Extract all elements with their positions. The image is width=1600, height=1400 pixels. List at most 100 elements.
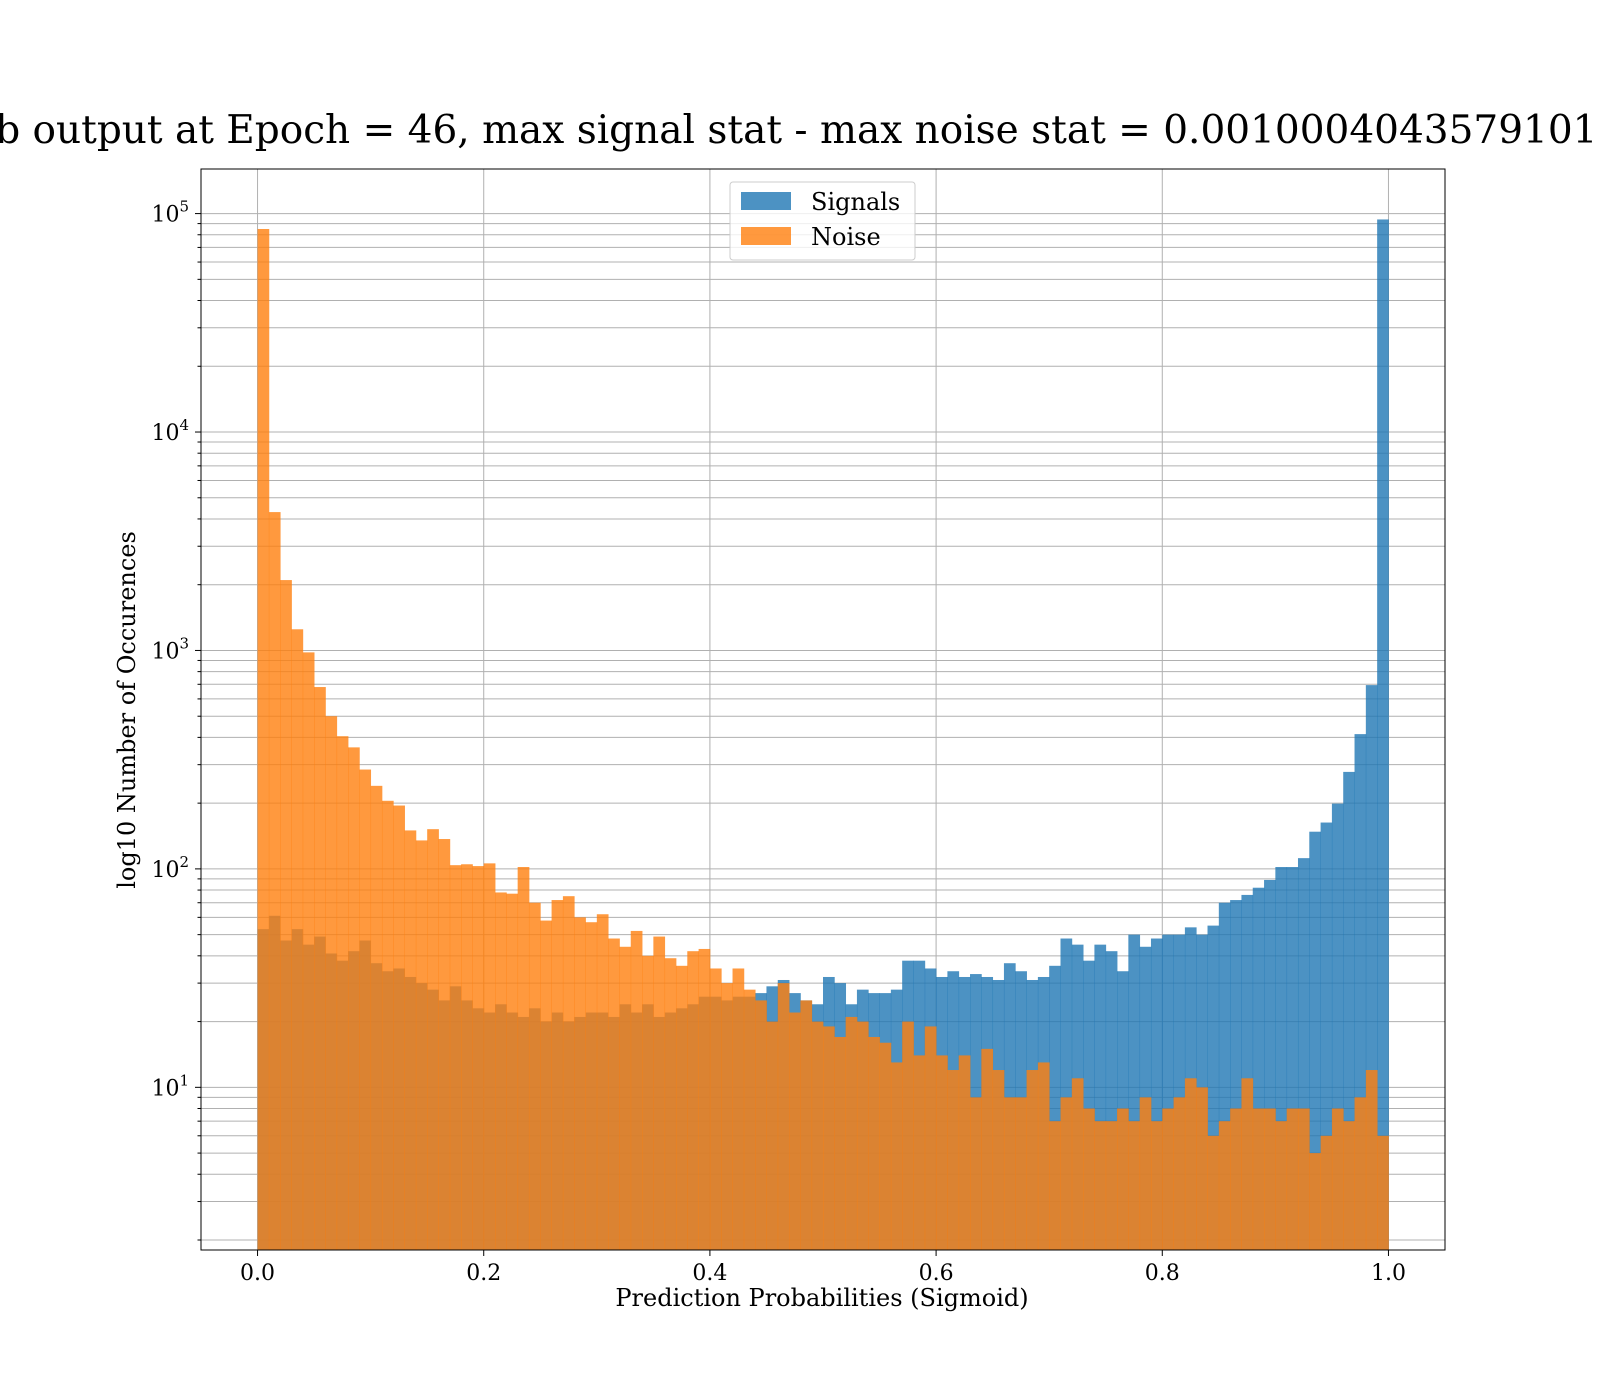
bar-noise bbox=[1320, 1135, 1333, 1250]
bar-noise bbox=[619, 946, 632, 1250]
bar-noise bbox=[675, 965, 688, 1250]
x-tick-label: 0.8 bbox=[1145, 1261, 1180, 1286]
bar-signals bbox=[1230, 900, 1242, 1250]
bar-signals bbox=[1275, 867, 1288, 1250]
y-tick-label: 102 bbox=[151, 853, 189, 883]
bar-noise bbox=[653, 936, 666, 1250]
bar-noise bbox=[438, 839, 451, 1250]
bar-noise bbox=[393, 805, 405, 1250]
legend-label-noise: Noise bbox=[811, 223, 881, 251]
bar-noise bbox=[1060, 1097, 1073, 1250]
bar-noise bbox=[924, 1026, 937, 1250]
bar-noise bbox=[596, 914, 609, 1250]
bar-signals bbox=[1173, 934, 1186, 1250]
bar-noise bbox=[291, 629, 304, 1250]
bar-noise bbox=[743, 989, 756, 1250]
bar-noise bbox=[1196, 1087, 1208, 1250]
bar-noise bbox=[528, 902, 541, 1250]
bar-noise bbox=[642, 955, 654, 1250]
bar-noise bbox=[302, 652, 315, 1250]
bar-noise bbox=[913, 1055, 926, 1250]
bar-noise bbox=[721, 983, 733, 1250]
bar-noise bbox=[551, 900, 564, 1250]
bar-noise bbox=[1139, 1097, 1152, 1250]
y-tick-label: 105 bbox=[151, 198, 189, 228]
x-tick-label: 0.0 bbox=[240, 1261, 275, 1286]
x-axis-label: Prediction Probabilities (Sigmoid) bbox=[615, 1284, 1028, 1312]
bar-noise bbox=[348, 747, 360, 1250]
bar-noise bbox=[461, 864, 473, 1250]
bar-noise bbox=[800, 1000, 813, 1250]
bar-noise bbox=[268, 512, 281, 1250]
bar-noise bbox=[1218, 1121, 1231, 1250]
bar-noise bbox=[834, 1036, 847, 1250]
x-tick-label: 0.4 bbox=[692, 1261, 727, 1286]
bar-noise bbox=[1015, 1097, 1027, 1250]
y-tick-label: 101 bbox=[151, 1071, 189, 1101]
bar-signals bbox=[1162, 934, 1174, 1250]
y-tick-label: 103 bbox=[151, 634, 189, 664]
bar-noise bbox=[992, 1070, 1005, 1250]
bar-noise bbox=[359, 769, 372, 1250]
bar-noise bbox=[1264, 1108, 1276, 1250]
bar-noise bbox=[1003, 1097, 1016, 1250]
bar-signals bbox=[1354, 734, 1367, 1250]
bar-noise bbox=[981, 1048, 994, 1250]
plot-frame bbox=[200, 168, 1446, 1251]
bar-noise bbox=[404, 830, 417, 1250]
bar-noise bbox=[1252, 1108, 1265, 1250]
bar-noise bbox=[1309, 1153, 1321, 1250]
bar-noise bbox=[608, 938, 620, 1250]
bar-signals bbox=[1094, 944, 1107, 1250]
bar-signals bbox=[1264, 879, 1276, 1250]
bar-noise bbox=[1094, 1121, 1107, 1250]
bar-noise bbox=[415, 840, 428, 1250]
bar-noise bbox=[1365, 1070, 1378, 1250]
bar-signals bbox=[1331, 803, 1344, 1250]
bar-noise bbox=[879, 1042, 892, 1250]
y-axis-label: log10 Number of Occurences bbox=[113, 531, 141, 889]
bar-noise bbox=[890, 1062, 903, 1250]
bar-noise bbox=[1286, 1108, 1299, 1250]
bar-noise bbox=[1071, 1078, 1084, 1250]
bar-signals bbox=[1320, 822, 1333, 1250]
bar-signals bbox=[1049, 965, 1061, 1250]
bar-noise bbox=[370, 785, 383, 1250]
bar-noise bbox=[517, 867, 530, 1250]
bar-signals bbox=[1377, 219, 1389, 1251]
bar-signals bbox=[1060, 938, 1073, 1250]
legend-label-signals: Signals bbox=[811, 188, 900, 216]
bar-noise bbox=[336, 736, 349, 1250]
bar-noise bbox=[902, 1021, 914, 1250]
bar-noise bbox=[1230, 1108, 1242, 1250]
bar-noise bbox=[1026, 1070, 1039, 1250]
bar-noise bbox=[1377, 1135, 1389, 1250]
bar-noise bbox=[1297, 1108, 1310, 1250]
bar-noise bbox=[947, 1070, 960, 1250]
bar-noise bbox=[687, 951, 699, 1250]
bar-noise bbox=[449, 865, 462, 1250]
bar-signals bbox=[1105, 951, 1118, 1250]
bar-noise bbox=[314, 687, 326, 1250]
bar-signals bbox=[1365, 685, 1378, 1250]
bar-noise bbox=[664, 958, 677, 1250]
bar-noise bbox=[574, 917, 586, 1250]
bar-noise bbox=[1241, 1078, 1254, 1250]
y-tick-label: 104 bbox=[151, 416, 189, 446]
bar-noise bbox=[325, 716, 338, 1250]
bar-noise bbox=[868, 1036, 880, 1250]
bar-noise bbox=[257, 229, 270, 1250]
bar-noise bbox=[1150, 1121, 1163, 1250]
bar-noise bbox=[970, 1097, 982, 1250]
bar-noise bbox=[1049, 1121, 1061, 1250]
bar-noise bbox=[709, 968, 722, 1250]
bar-noise bbox=[427, 829, 439, 1250]
bar-signals bbox=[1150, 938, 1163, 1250]
bar-noise bbox=[1117, 1108, 1129, 1250]
bar-signals bbox=[1297, 858, 1310, 1250]
bar-noise bbox=[732, 968, 745, 1250]
x-axis-ticks: 0.0 0.2 0.4 0.6 0.8 1.0 bbox=[240, 1250, 1406, 1286]
bar-noise bbox=[766, 1021, 779, 1250]
bar-signals bbox=[1286, 867, 1299, 1250]
bar-noise bbox=[1275, 1121, 1288, 1250]
